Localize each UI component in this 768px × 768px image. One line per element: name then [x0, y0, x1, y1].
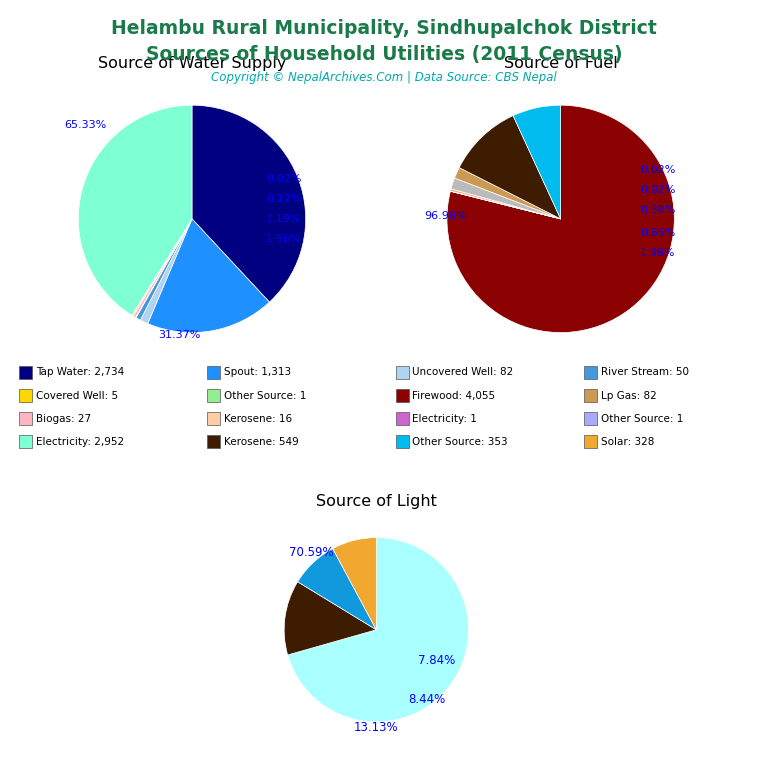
- Text: Electricity: 1: Electricity: 1: [412, 413, 477, 424]
- Wedge shape: [333, 538, 376, 630]
- Wedge shape: [135, 219, 192, 317]
- Text: Biogas: 27: Biogas: 27: [36, 413, 91, 424]
- Text: Firewood: 4,055: Firewood: 4,055: [412, 390, 495, 401]
- Text: 31.37%: 31.37%: [158, 330, 200, 340]
- Wedge shape: [298, 548, 376, 630]
- Wedge shape: [450, 191, 561, 219]
- Wedge shape: [147, 219, 270, 333]
- Wedge shape: [284, 582, 376, 655]
- Text: Other Source: 1: Other Source: 1: [224, 390, 306, 401]
- Text: Copyright © NepalArchives.Com | Data Source: CBS Nepal: Copyright © NepalArchives.Com | Data Sou…: [211, 71, 557, 84]
- Text: 0.02%: 0.02%: [266, 174, 301, 184]
- Wedge shape: [513, 105, 561, 219]
- Text: Spout: 1,313: Spout: 1,313: [224, 367, 291, 378]
- Wedge shape: [133, 219, 192, 317]
- Wedge shape: [135, 219, 192, 318]
- Text: Covered Well: 5: Covered Well: 5: [36, 390, 118, 401]
- Text: Sources of Household Utilities (2011 Census): Sources of Household Utilities (2011 Cen…: [146, 45, 622, 64]
- Wedge shape: [447, 105, 674, 333]
- Text: 0.02%: 0.02%: [641, 185, 676, 195]
- Text: 13.13%: 13.13%: [353, 721, 398, 734]
- Wedge shape: [459, 116, 561, 219]
- Text: 0.38%: 0.38%: [641, 205, 676, 215]
- Text: 0.65%: 0.65%: [641, 228, 675, 238]
- Wedge shape: [192, 105, 306, 302]
- Wedge shape: [132, 219, 192, 316]
- Text: 1.96%: 1.96%: [641, 248, 676, 258]
- Text: Uncovered Well: 82: Uncovered Well: 82: [412, 367, 514, 378]
- Text: Kerosene: 549: Kerosene: 549: [224, 436, 299, 447]
- Text: Other Source: 353: Other Source: 353: [412, 436, 508, 447]
- Wedge shape: [451, 189, 561, 219]
- Wedge shape: [141, 219, 192, 323]
- Text: 7.84%: 7.84%: [418, 654, 455, 667]
- Text: 8.44%: 8.44%: [409, 694, 446, 707]
- Text: Lp Gas: 82: Lp Gas: 82: [601, 390, 657, 401]
- Text: 65.33%: 65.33%: [65, 120, 107, 130]
- Text: 0.12%: 0.12%: [266, 194, 301, 204]
- Text: 1.96%: 1.96%: [266, 233, 301, 243]
- Text: 70.59%: 70.59%: [289, 546, 333, 559]
- Title: Source of Water Supply: Source of Water Supply: [98, 57, 286, 71]
- Text: Other Source: 1: Other Source: 1: [601, 413, 683, 424]
- Title: Source of Fuel: Source of Fuel: [504, 57, 617, 71]
- Title: Source of Light: Source of Light: [316, 495, 437, 509]
- Text: Helambu Rural Municipality, Sindhupalchok District: Helambu Rural Municipality, Sindhupalcho…: [111, 19, 657, 38]
- Text: 0.02%: 0.02%: [641, 165, 676, 175]
- Text: Solar: 328: Solar: 328: [601, 436, 654, 447]
- Text: River Stream: 50: River Stream: 50: [601, 367, 689, 378]
- Wedge shape: [136, 219, 192, 320]
- Wedge shape: [451, 178, 561, 219]
- Text: Electricity: 2,952: Electricity: 2,952: [36, 436, 124, 447]
- Text: 96.96%: 96.96%: [424, 211, 467, 221]
- Wedge shape: [455, 167, 561, 219]
- Wedge shape: [78, 105, 192, 316]
- Text: Kerosene: 16: Kerosene: 16: [224, 413, 293, 424]
- Wedge shape: [288, 538, 468, 722]
- Text: 1.19%: 1.19%: [266, 214, 301, 223]
- Wedge shape: [450, 191, 561, 219]
- Text: Tap Water: 2,734: Tap Water: 2,734: [36, 367, 124, 378]
